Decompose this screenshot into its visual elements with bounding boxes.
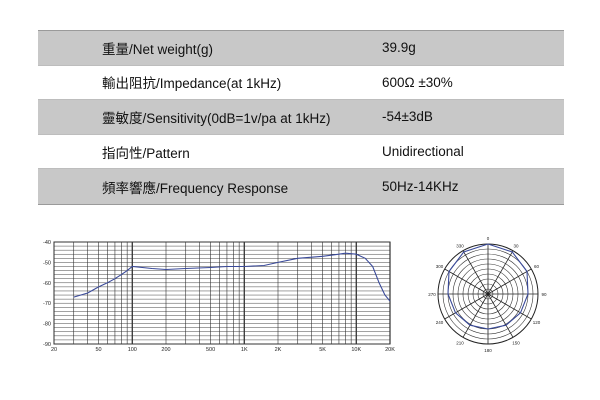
spec-row: 重量/Net weight(g) 39.9g xyxy=(38,31,564,66)
x-tick-label: 2K xyxy=(275,347,282,353)
angle-tick-label: 300 xyxy=(436,264,444,269)
y-tick-label: -70 xyxy=(43,301,51,307)
spec-label: 輸出阻抗/Impedance(at 1kHz) xyxy=(102,76,282,92)
angle-tick-label: 30 xyxy=(513,244,519,249)
spec-label: 頻率響應/Frequency Response xyxy=(102,180,289,196)
angle-tick-label: 210 xyxy=(456,340,464,345)
spec-table: 重量/Net weight(g) 39.9g 輸出阻抗/Impedance(at 1… xyxy=(38,30,564,205)
y-tick-label: -90 xyxy=(43,342,51,348)
polar-spoke xyxy=(444,268,489,295)
spec-row: 頻率響應/Frequency Response 50Hz-14KHz xyxy=(38,169,564,204)
spec-row: 指向性/Pattern Unidirectional xyxy=(38,134,564,170)
x-tick-label: 10K xyxy=(351,347,361,353)
y-tick-label: -50 xyxy=(43,260,51,266)
x-tick-label: 200 xyxy=(161,347,170,353)
plot-frame xyxy=(53,241,391,345)
polar-pattern-curve xyxy=(447,243,529,330)
spec-value: Unidirectional xyxy=(382,144,464,160)
angle-tick-label: 150 xyxy=(512,340,520,345)
angle-tick-label: 0 xyxy=(487,236,490,241)
spec-label: 靈敏度/Sensitivity(0dB=1v/pa at 1kHz) xyxy=(102,110,331,126)
response-curve xyxy=(73,252,391,302)
polar-spoke xyxy=(462,250,489,295)
spec-value: 600Ω ±30% xyxy=(382,74,453,90)
angle-tick-label: 60 xyxy=(534,264,540,269)
spec-value: 50Hz-14KHz xyxy=(382,179,459,195)
polar-spoke xyxy=(487,250,514,295)
spec-label: 重量/Net weight(g) xyxy=(102,41,214,57)
x-tick-label: 50 xyxy=(96,347,102,353)
angle-tick-label: 120 xyxy=(533,320,541,325)
y-tick-label: -60 xyxy=(43,281,51,287)
polar-pattern-chart: 0 30 60 90 120 150 180 210 240 270 300 330 xyxy=(428,236,547,353)
spec-value: 39.9g xyxy=(382,40,416,56)
angle-tick-label: 90 xyxy=(541,292,547,297)
x-tick-label: 20 xyxy=(51,347,57,353)
angle-tick-label: 270 xyxy=(428,292,436,297)
y-tick-label: -80 xyxy=(43,322,51,328)
polar-spoke xyxy=(487,268,532,295)
polar-spoke xyxy=(444,293,489,320)
spec-label: 指向性/Pattern xyxy=(102,145,190,161)
polar-spoke xyxy=(462,293,489,338)
angle-tick-label: 330 xyxy=(456,244,464,249)
angle-tick-label: 240 xyxy=(436,320,444,325)
y-tick-label: -40 xyxy=(43,240,51,246)
x-tick-label: 20K xyxy=(385,347,395,353)
x-tick-label: 500 xyxy=(206,347,215,353)
spec-row: 輸出阻抗/Impedance(at 1kHz) 600Ω ±30% xyxy=(38,65,564,101)
angle-tick-label: 180 xyxy=(484,348,492,353)
x-tick-label: 100 xyxy=(128,347,137,353)
polar-spoke xyxy=(487,293,514,338)
x-tick-label: 1K xyxy=(241,347,248,353)
polar-spoke xyxy=(487,293,532,320)
spec-row: 靈敏度/Sensitivity(0dB=1v/pa at 1kHz) -54±3d… xyxy=(38,100,564,135)
x-tick-label: 5K xyxy=(319,347,326,353)
spec-value: -54±3dB xyxy=(382,109,433,125)
